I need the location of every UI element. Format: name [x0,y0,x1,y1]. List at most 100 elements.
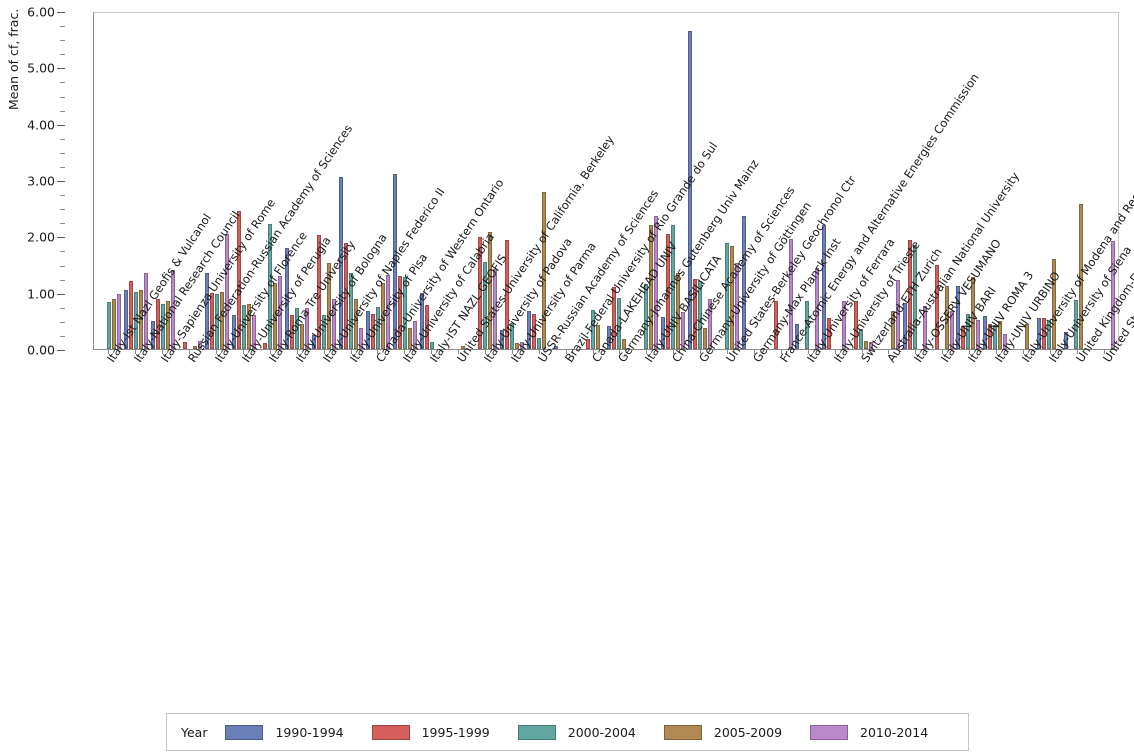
y-tick-label: 4.00 [27,117,55,133]
legend-entry[interactable]: 2005-2009 [663,724,782,740]
bar [397,275,402,349]
y-tick-minor [60,251,65,253]
bar-group [338,13,365,349]
bar-group [472,13,499,349]
y-tick-minor [60,166,65,168]
y-tick-major [57,12,65,13]
bar [795,324,800,349]
y-tick-major [57,293,65,295]
bar [520,342,525,349]
bar [312,334,317,349]
legend-entry[interactable]: 1990-1994 [225,724,344,740]
bar [702,327,707,349]
x-tick [888,350,890,354]
bar [1063,332,1068,349]
x-tick [135,350,137,354]
bar [773,300,778,349]
y-tick-minor [60,321,65,323]
bar [268,223,273,349]
bar [112,299,117,349]
bar-group [1036,13,1063,349]
legend-entry[interactable]: 2000-2004 [517,724,636,740]
legend-entries: 1990-1994 1995-1999 2000-2004 2005-2009 2010… [225,724,956,740]
bar [429,341,434,349]
y-tick-major [57,237,65,239]
y-tick-major [57,68,65,70]
bar-group [928,13,955,349]
bar [493,269,498,349]
bar-group [391,13,418,349]
bar [890,310,895,349]
bar [124,289,129,349]
legend-label: 2010-2014 [860,724,929,740]
y-tick-label: 2.00 [27,229,55,245]
bar-group [445,13,472,349]
y-tick-minor [60,335,65,337]
bar [842,301,847,349]
bar [681,312,686,349]
x-tick [404,350,406,354]
bar [156,299,161,349]
bar [515,343,520,349]
bar-group [713,13,740,349]
bar [1025,323,1030,349]
bar-group [499,13,526,349]
plot-area [93,12,1119,350]
bar [741,215,746,349]
y-tick-minor [60,82,65,84]
bar [327,263,332,349]
x-tick [350,350,352,354]
bar [192,345,197,349]
bar-group [660,13,687,349]
bar [622,338,627,349]
bar [1036,318,1041,349]
bar [822,224,827,349]
legend-entry[interactable]: 1995-1999 [371,724,490,740]
bar-group [311,13,338,349]
legend-entry[interactable]: 2010-2014 [810,724,929,740]
bar-group [1089,13,1116,349]
bar [815,268,820,349]
bar-group [257,13,284,349]
bar [654,215,659,349]
y-tick-minor [60,54,65,56]
bar [241,304,246,349]
bar [895,279,900,349]
bar [322,315,327,349]
bar [1073,300,1078,349]
bar [934,264,939,349]
y-tick-minor [60,223,65,225]
x-tick [458,350,460,354]
x-tick [1103,350,1105,354]
bar [1051,258,1056,349]
bar-group [1062,13,1089,349]
bar-group [230,13,257,349]
bar [290,315,295,349]
y-tick-minor [60,209,65,211]
x-tick [1049,350,1051,354]
bar [488,232,493,349]
bar [359,327,364,349]
bar [236,210,241,349]
bar [827,318,832,349]
y-tick-minor [60,307,65,309]
bar [707,299,712,349]
bar [224,233,229,349]
bar [724,243,729,349]
legend-label: 1995-1999 [421,724,490,740]
y-tick-minor [60,152,65,154]
legend-label: 1990-1994 [275,724,344,740]
legend-swatch [810,724,849,740]
legend: Year 1990-1994 1995-1999 2000-2004 2005-200… [166,713,969,751]
bar [344,243,349,349]
bar [661,316,666,349]
bar-group [794,13,821,349]
bar [1003,334,1008,349]
x-tick [942,350,944,354]
x-tick [753,350,755,354]
bar [139,289,144,349]
bar [375,306,380,349]
bar [392,173,397,349]
bar [197,340,202,349]
legend-swatch [663,724,702,740]
